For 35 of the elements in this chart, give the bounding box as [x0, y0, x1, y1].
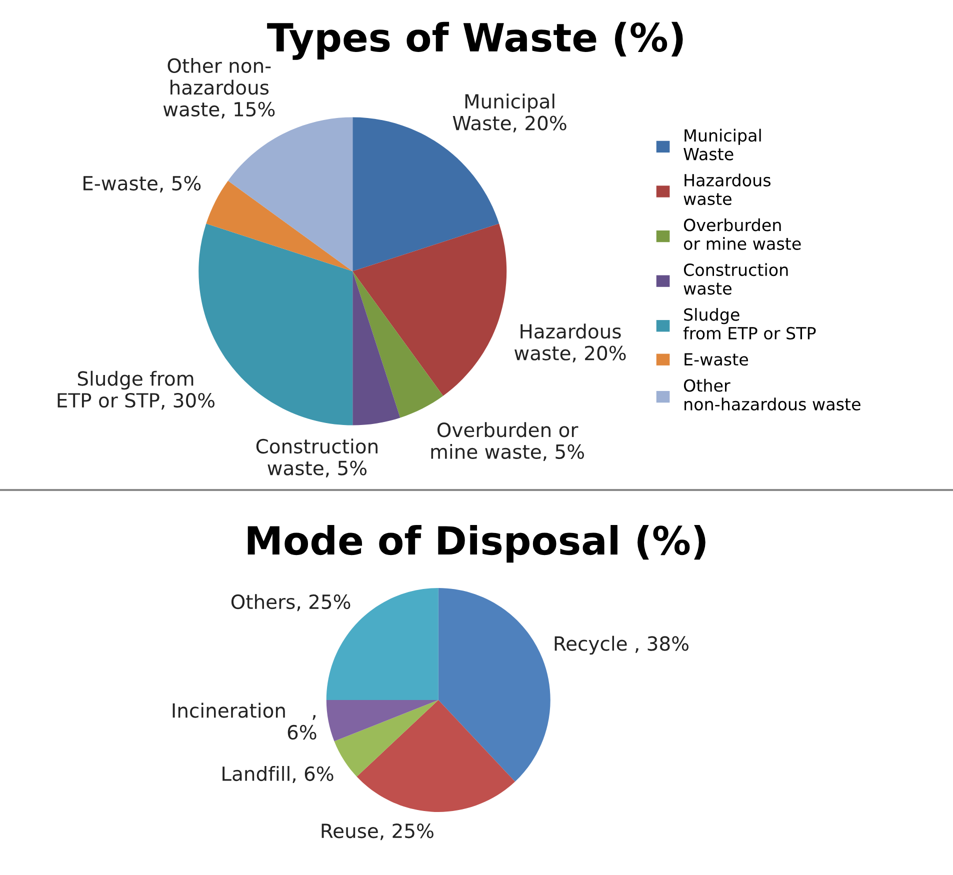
pie-slice	[206, 180, 353, 272]
legend-label: Overburden or mine waste	[684, 218, 801, 250]
chart-title: Types of Waste (%)	[267, 22, 683, 60]
pie-slice	[356, 700, 516, 812]
slice-label: Incineration	[172, 702, 285, 718]
data-label: Overburden or mine waste, 5%	[431, 422, 584, 461]
legend-label: Sludge from ETP or STP	[683, 308, 816, 340]
data-label: Hazardous waste, 20%	[514, 324, 626, 362]
data-label: Other non- hazardous waste, 15%	[163, 58, 275, 119]
legend-label: E-waste	[684, 353, 748, 366]
legend-label: Hazardous waste	[684, 174, 771, 206]
data-label: Sludge from ETP or STP, 30%	[58, 370, 214, 410]
legend-label: Other non-hazardous waste	[684, 378, 860, 410]
legend-label: Municipal Waste	[684, 128, 761, 160]
slice-label: Others	[231, 594, 295, 610]
chart-title: Mode of Disposal (%)	[248, 525, 706, 563]
slice-label: Reuse	[322, 824, 378, 838]
pie-slice	[438, 588, 550, 782]
data-label: , 6%	[288, 715, 316, 740]
pie-slice	[352, 271, 444, 418]
pie-slice	[352, 224, 507, 396]
data-label: , 25%	[380, 823, 434, 840]
pie-slice	[334, 700, 438, 777]
data-label: Construction waste, 5%	[256, 438, 378, 478]
data-label: , 38%	[635, 636, 688, 653]
data-label: , 25%	[297, 594, 350, 612]
slice-label: Recycle	[554, 636, 627, 655]
pie-slice	[352, 271, 400, 426]
slice-label: Landfill	[222, 766, 290, 782]
data-label: E-waste, 5%	[84, 176, 201, 193]
data-label: Municipal Waste, 20%	[452, 94, 566, 132]
legend-label: Construction waste	[684, 263, 788, 295]
pie-slice	[326, 700, 438, 742]
pie-slice	[228, 117, 353, 272]
data-label: , 6%	[292, 766, 334, 784]
